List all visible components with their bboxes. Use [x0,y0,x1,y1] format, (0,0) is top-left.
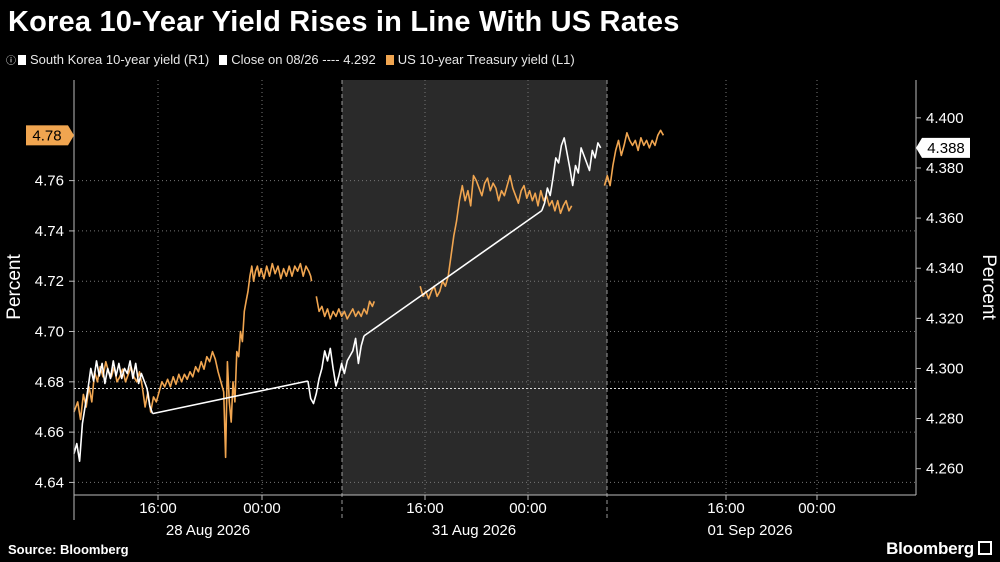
legend-marker-icon: ⓘ [6,56,16,67]
x-tick-label: 00:00 [509,500,547,517]
korea-yield-series [307,335,365,405]
legend-label-korea: South Korea 10-year yield (R1) [30,52,210,67]
date-label: 28 Aug 2026 [166,522,250,539]
left-tick-label: 4.76 [35,173,64,190]
legend-swatch-close [219,54,228,65]
left-tick-label: 4.68 [35,374,64,391]
korea-yield-series [152,380,309,415]
right-tick-label: 4.380 [926,160,964,177]
x-tick-label: 16:00 [406,500,444,517]
korea-last-value-label: 4.388 [927,140,965,157]
us-treasury-series [315,296,376,320]
legend-swatch-korea [18,54,26,65]
right-tick-label: 4.340 [926,260,964,277]
left-tick-label: 4.64 [35,474,64,491]
left-axis-title: Percent [4,254,25,320]
x-tick-label: 16:00 [139,500,177,517]
legend-item-us: US 10-year Treasury yield (L1) [385,52,575,67]
korea-yield-series [73,360,154,462]
source-note: Source: Bloomberg [8,542,129,557]
legend-swatch-us [385,54,394,65]
chart-title: Korea 10-Year Yield Rises in Line With U… [8,6,680,38]
right-tick-label: 4.300 [926,360,964,377]
bloomberg-logo-mark-icon [978,541,992,555]
left-tick-label: 4.74 [35,223,64,240]
right-tick-label: 4.320 [926,310,964,327]
date-label: 31 Aug 2026 [432,522,516,539]
right-tick-label: 4.360 [926,210,964,227]
right-tick-label: 4.280 [926,411,964,428]
date-label: 01 Sep 2026 [707,522,792,539]
right-tick-label: 4.260 [926,461,964,478]
legend: ⓘ South Korea 10-year yield (R1) Close o… [6,52,585,67]
session-shade [342,80,607,495]
legend-item-korea: South Korea 10-year yield (R1) [18,52,209,67]
korea-last-value-badge [916,137,970,158]
korea-yield-series [363,209,543,337]
right-tick-label: 4.400 [926,110,964,127]
legend-label-close: Close on 08/26 ---- 4.292 [231,52,376,67]
korea-yield-series [541,137,602,211]
right-axis-title: Percent [978,254,999,320]
us-treasury-series [603,129,665,187]
legend-label-us: US 10-year Treasury yield (L1) [397,52,575,67]
x-tick-label: 16:00 [707,500,745,517]
legend-item-close: Close on 08/26 ---- 4.292 [219,52,376,67]
left-tick-label: 4.66 [35,424,64,441]
bloomberg-logo: Bloomberg [886,539,974,558]
us-last-value-pointer [68,125,74,146]
left-tick-label: 4.70 [35,324,64,341]
left-tick-label: 4.72 [35,273,64,290]
x-tick-label: 00:00 [798,500,836,517]
us-last-value-label: 4.78 [32,127,61,144]
us-treasury-series [73,262,313,459]
us-last-value-badge [26,125,68,146]
x-tick-label: 00:00 [243,500,281,517]
